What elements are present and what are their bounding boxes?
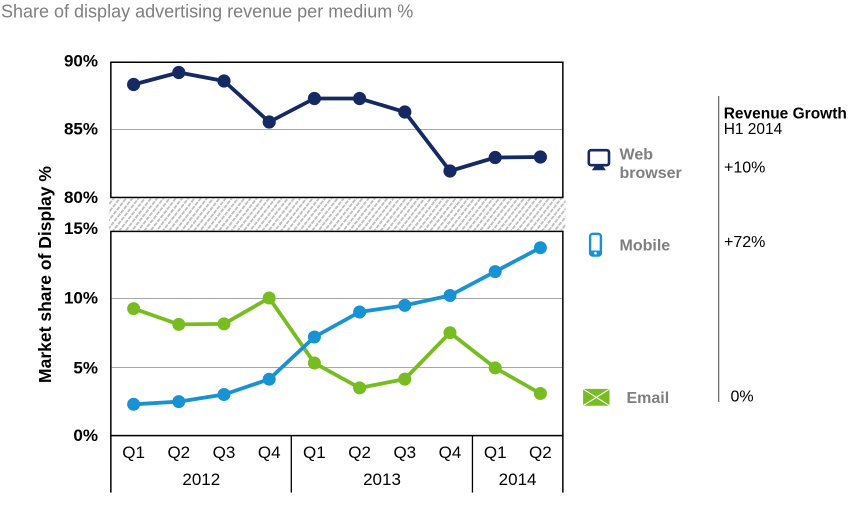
svg-text:Share of display advertising r: Share of display advertising revenue per… <box>1 2 413 22</box>
svg-text:Q1: Q1 <box>484 443 507 462</box>
svg-text:Q3: Q3 <box>393 443 416 462</box>
svg-text:10%: 10% <box>64 289 98 308</box>
svg-text:0%: 0% <box>731 389 754 406</box>
svg-text:2014: 2014 <box>499 470 537 489</box>
svg-text:browser: browser <box>620 165 682 182</box>
svg-text:15%: 15% <box>64 219 98 238</box>
svg-text:+72%: +72% <box>724 234 765 251</box>
svg-text:5%: 5% <box>73 359 98 378</box>
svg-text:+10%: +10% <box>724 159 765 176</box>
svg-text:Q1: Q1 <box>303 443 326 462</box>
svg-text:Market share of Display %: Market share of Display % <box>35 166 55 383</box>
svg-text:Q2: Q2 <box>348 443 371 462</box>
svg-text:Q3: Q3 <box>213 443 236 462</box>
svg-text:2012: 2012 <box>182 470 220 489</box>
svg-text:Q1: Q1 <box>122 443 145 462</box>
svg-text:80%: 80% <box>64 188 98 207</box>
svg-text:Web: Web <box>620 147 654 164</box>
svg-text:90%: 90% <box>64 52 98 71</box>
svg-text:Revenue Growth: Revenue Growth <box>724 105 847 122</box>
svg-text:Email: Email <box>627 390 670 407</box>
svg-text:Q4: Q4 <box>439 443 462 462</box>
svg-text:0%: 0% <box>73 426 98 445</box>
svg-text:2013: 2013 <box>363 470 401 489</box>
svg-text:85%: 85% <box>64 120 98 139</box>
svg-text:Q2: Q2 <box>529 443 552 462</box>
svg-text:Mobile: Mobile <box>620 237 671 254</box>
svg-text:Q4: Q4 <box>258 443 281 462</box>
svg-text:Q2: Q2 <box>167 443 190 462</box>
svg-text:H1 2014: H1 2014 <box>724 121 783 138</box>
